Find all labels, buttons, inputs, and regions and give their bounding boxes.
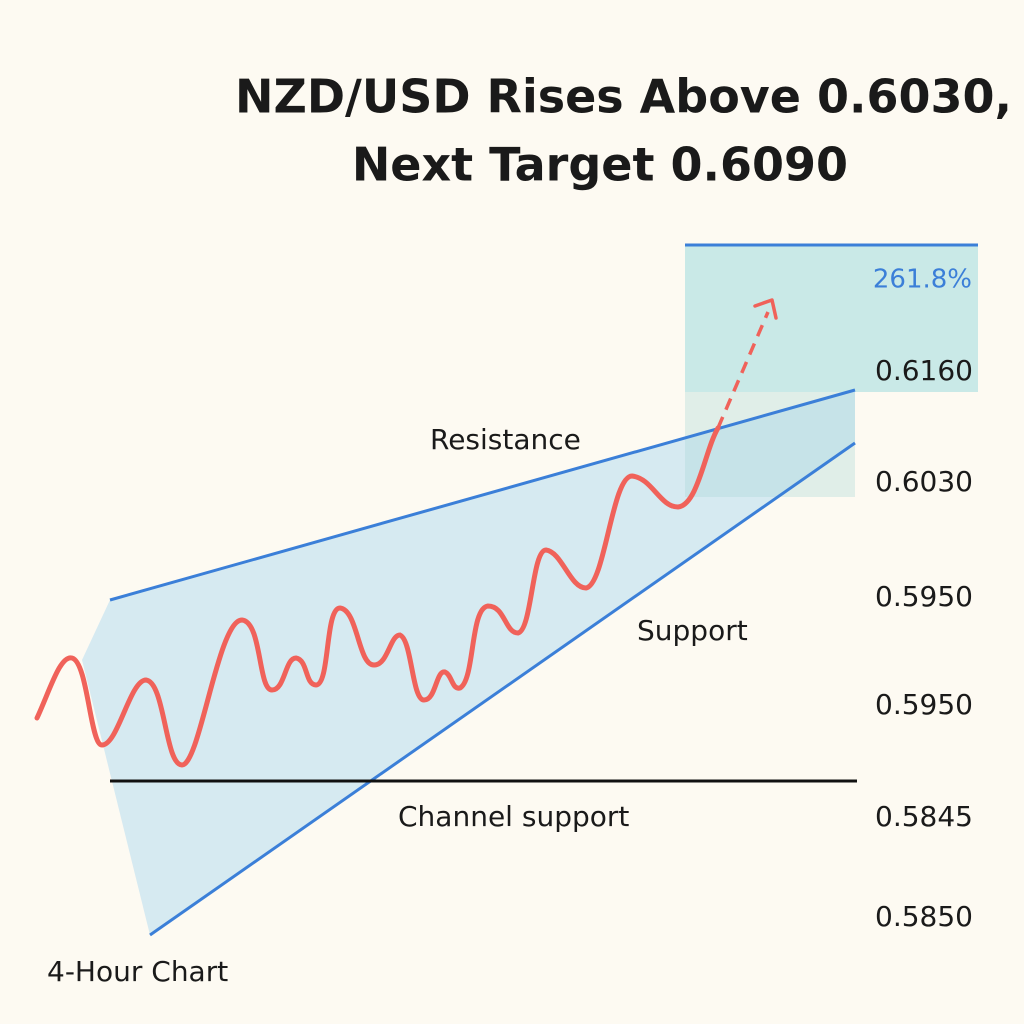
price-line [34, 425, 721, 768]
target-zone [685, 245, 978, 392]
support-label: Support [637, 614, 748, 647]
support-line [149, 441, 856, 937]
channel-support-label: Channel support [398, 800, 629, 833]
timeframe-label: 4-Hour Chart [47, 955, 228, 988]
fib-label: 261.8% [873, 265, 972, 295]
price-label: 0.6030 [875, 465, 973, 498]
resistance-label: Resistance [430, 423, 581, 456]
title-line: NZD/USD Rises Above 0.6030, [235, 70, 1012, 124]
arrow-head [753, 298, 778, 320]
price-label: 0.5950 [875, 688, 973, 721]
projection-arrow [716, 311, 770, 429]
price-label: 0.5845 [875, 800, 973, 833]
price-label: 0.5850 [875, 900, 973, 933]
resistance-line [109, 388, 856, 602]
price-label: 0.5950 [875, 580, 973, 613]
title-line: Next Target 0.6090 [352, 138, 848, 192]
price-label: 0.6160 [875, 354, 973, 387]
